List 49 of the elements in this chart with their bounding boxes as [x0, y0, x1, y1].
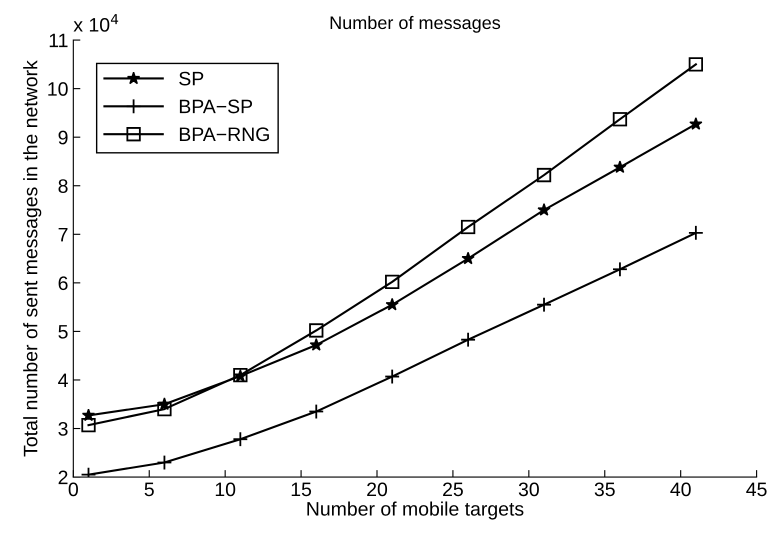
point — [536, 168, 552, 182]
point — [386, 298, 399, 310]
x-tick-label: 25 — [443, 482, 463, 496]
point — [157, 402, 172, 416]
x-tick-label: 15 — [292, 482, 312, 496]
point — [310, 338, 323, 351]
x-tick-label: 35 — [594, 482, 615, 496]
point — [689, 117, 703, 130]
point — [308, 404, 324, 420]
y-tick-label: 11 — [50, 34, 68, 48]
legend-label: BPA−SP — [180, 100, 252, 114]
point — [385, 274, 400, 290]
y-tick-label: 4 — [58, 374, 68, 388]
y-tick-label: 9 — [58, 130, 68, 144]
point — [309, 323, 324, 338]
point — [81, 418, 96, 432]
x-tick-label: 30 — [518, 482, 539, 496]
x-tick-label: 5 — [144, 482, 154, 496]
y-tick-label: 2 — [58, 470, 68, 484]
point — [460, 332, 476, 348]
y-tick-label: 8 — [58, 179, 68, 193]
point — [536, 296, 552, 313]
point — [613, 160, 627, 174]
point — [612, 112, 628, 126]
x-tick-label: 20 — [367, 482, 388, 496]
y-axis-title: Total number of sent messages in the network — [23, 60, 42, 456]
point — [384, 368, 400, 384]
y-tick-label: 5 — [58, 325, 68, 339]
chart-title: Number of messages — [330, 16, 500, 33]
legend-label: SP — [179, 72, 204, 86]
y-tick-label: 3 — [58, 422, 68, 436]
point — [688, 224, 704, 241]
x-tick-label: 0 — [68, 482, 78, 496]
x-tick-label: 45 — [746, 482, 767, 496]
y-tick-label: 10 — [48, 82, 68, 96]
point — [156, 454, 172, 470]
point — [612, 261, 628, 278]
x-tick-label: 10 — [216, 482, 236, 496]
legend-label: BPA−RNG — [180, 127, 269, 142]
point — [537, 203, 551, 216]
y-tick-label: 6 — [58, 276, 68, 290]
x-tick-label: 40 — [670, 482, 691, 496]
x-axis-title: Number of mobile targets — [307, 501, 524, 520]
point — [232, 431, 248, 448]
point — [460, 220, 476, 234]
point — [461, 252, 475, 264]
text: x 10$^{4}$ — [74, 14, 118, 32]
y-tick-label: 7 — [58, 228, 68, 242]
point — [688, 57, 704, 72]
